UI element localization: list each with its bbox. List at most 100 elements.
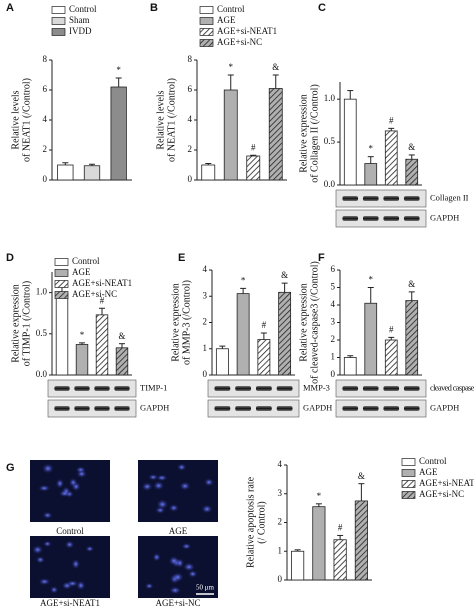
nucleus [38,578,51,586]
legend-swatch [199,17,214,25]
nucleus [85,545,95,552]
nucleus [204,478,214,487]
blot-label: GAPDH [430,402,459,412]
nucleus [175,558,185,568]
y-tick-label: 0 [203,369,208,379]
nucleus [153,481,165,491]
blot-band [74,406,90,411]
nucleus [141,482,153,491]
legend-swatch [199,6,214,14]
blot-strip [207,379,300,398]
y-tick-label: 0.0 [324,179,336,189]
y-tick-label: 0 [188,174,193,184]
y-axis-label: Relative apoptosis rate [245,476,256,568]
significance-mark: # [389,115,394,125]
legend-swatch [51,28,66,36]
blot-band [383,216,400,221]
bar [312,506,326,581]
y-tick-label: 0.0 [36,369,48,379]
significance-mark: * [369,144,374,154]
legend-swatch [54,269,69,277]
scale-bar-label: 50 μm [196,584,215,592]
y-tick-label: 2 [278,517,283,527]
y-axis-label: of Collagen II (/Control) [309,84,320,183]
blot-band [403,386,420,391]
nucleus [181,543,192,550]
nucleus [172,572,184,582]
nucleus [43,540,52,547]
significance-mark: # [100,295,105,305]
significance-mark: & [408,279,415,289]
nucleus [55,478,65,489]
blot-band [383,196,400,201]
nucleus [148,474,159,481]
y-tick-label: 1.0 [36,287,48,297]
legend-label: AGE [419,467,438,477]
blot-band [94,406,110,411]
nucleus [76,469,87,478]
legend-label: Control [217,4,245,14]
legend-swatch [54,291,69,299]
image-label: AGE [169,526,188,536]
legend-label: AGE+si-NC [72,289,117,299]
blot-band [403,406,420,411]
bar [115,347,129,376]
y-tick-label: 1 [278,545,283,555]
nucleus [201,504,213,514]
bar [95,314,109,376]
legend-label: Control [69,4,97,14]
blot-strip [47,399,137,418]
nucleus [177,463,187,471]
blot-band [362,386,379,391]
blot-label: GAPDH [430,212,459,222]
nucleus [32,545,44,555]
blot-band [383,386,400,391]
blot-band [362,196,379,201]
nucleus [76,580,86,591]
blot-strip [47,379,137,398]
y-tick-label: 3 [331,317,336,327]
y-tick-label: 1 [331,352,336,362]
blot-band [342,216,359,221]
nucleus [42,463,54,474]
blot-band [383,406,400,411]
legend-swatch [54,258,69,266]
blot-band [362,406,379,411]
panel-label: D [6,252,14,264]
y-axis-label: Relative expression [170,283,181,362]
image-label: AGE+si-NEAT1 [40,598,100,608]
y-tick-label: 8 [43,54,48,64]
nucleus [145,582,154,590]
legend-label: Control [419,456,447,466]
panel-label: C [318,2,326,14]
bar [57,164,74,181]
legend-swatch [51,17,66,25]
y-tick-label: 6 [331,264,336,274]
legend-label: AGE+si-NEAT1 [419,478,474,488]
y-axis-label: of MMP-3 (/Control) [181,280,192,365]
bar [201,164,216,181]
y-tick-label: 1.0 [324,93,336,103]
legend-label: Control [72,256,100,266]
y-tick-label: 4 [43,114,48,124]
y-axis-label: of TIMP-1 (/Control) [21,281,32,366]
y-tick-label: 0.5 [36,328,48,338]
nucleus [42,511,53,519]
blot-band [255,406,272,411]
y-axis-label: Relative expression [298,94,309,173]
nucleus [156,499,169,510]
nucleus [168,504,179,512]
legend-swatch [51,6,66,14]
bar [246,155,261,181]
nucleus [35,556,45,564]
bar [55,292,69,376]
y-axis-label: of NEAT1 (/Control) [21,78,32,162]
panel-label: A [6,2,14,14]
blot-band [276,386,293,391]
nucleus [156,474,168,482]
y-tick-label: 3 [203,290,208,300]
nucleus [188,570,198,578]
y-tick-label: 2 [331,334,336,344]
blot-band [74,386,90,391]
